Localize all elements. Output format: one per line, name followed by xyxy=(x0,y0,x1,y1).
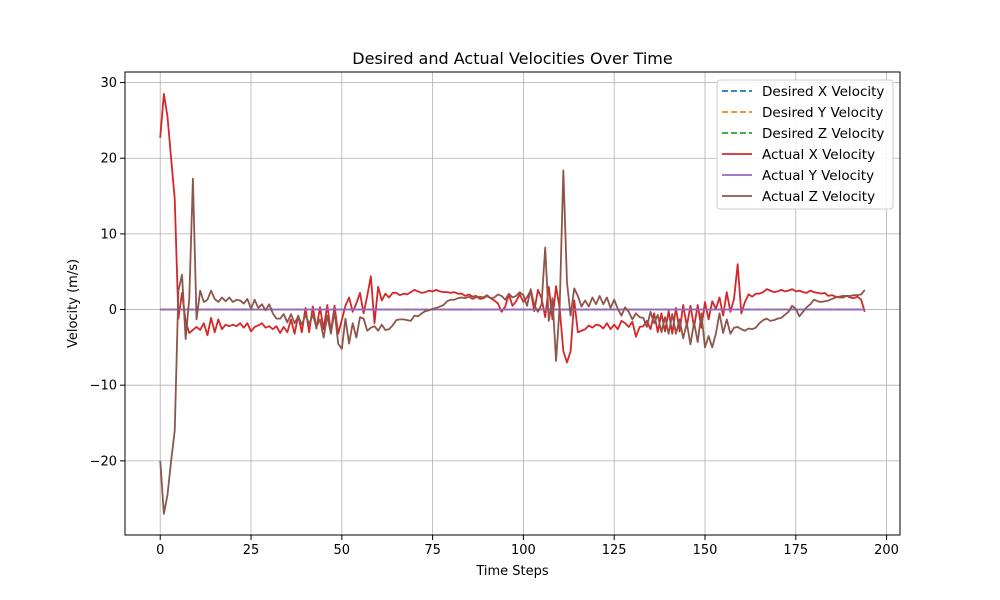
legend-entry: Actual Y Velocity xyxy=(762,168,874,184)
legend-entry: Desired Z Velocity xyxy=(762,126,884,142)
legend-entry: Desired X Velocity xyxy=(762,84,884,100)
series-lines xyxy=(159,93,866,515)
x-tick-label: 50 xyxy=(334,543,351,558)
x-tick-label: 175 xyxy=(783,543,808,558)
y-tick-label: 30 xyxy=(100,76,117,91)
plot-frame xyxy=(124,71,901,536)
x-tick-label: 75 xyxy=(424,543,441,558)
y-tick-label: 10 xyxy=(100,227,117,242)
y-tick-label: −10 xyxy=(90,379,117,394)
y-axis-label: Velocity (m/s) xyxy=(66,259,81,348)
series-line-actual-x-velocity xyxy=(159,93,866,364)
legend-box xyxy=(716,79,894,210)
legend-entry: Desired Y Velocity xyxy=(762,105,883,121)
x-tick-label: 25 xyxy=(243,543,260,558)
x-tick-label: 0 xyxy=(156,543,164,558)
legend: Desired X Velocity Desired Y Velocity Desi… xyxy=(716,79,894,210)
x-tick-label: 200 xyxy=(874,543,899,558)
x-axis-label: Time Steps xyxy=(475,564,549,579)
x-tick-label: 125 xyxy=(602,543,627,558)
axis-ticks: 0 25 50 75 100 125 150 175 200 −20 −10 0 10 20 30 xyxy=(90,76,899,558)
chart-title: Desired and Actual Velocities Over Time xyxy=(352,49,672,68)
legend-entry: Actual Z Velocity xyxy=(762,189,875,205)
x-tick-label: 150 xyxy=(693,543,718,558)
y-tick-label: 20 xyxy=(100,152,117,167)
series-line-actual-z-velocity xyxy=(159,169,866,515)
x-tick-label: 100 xyxy=(511,543,536,558)
y-tick-label: 0 xyxy=(109,303,117,318)
legend-entry: Actual X Velocity xyxy=(762,147,875,163)
y-tick-label: −20 xyxy=(90,454,117,469)
